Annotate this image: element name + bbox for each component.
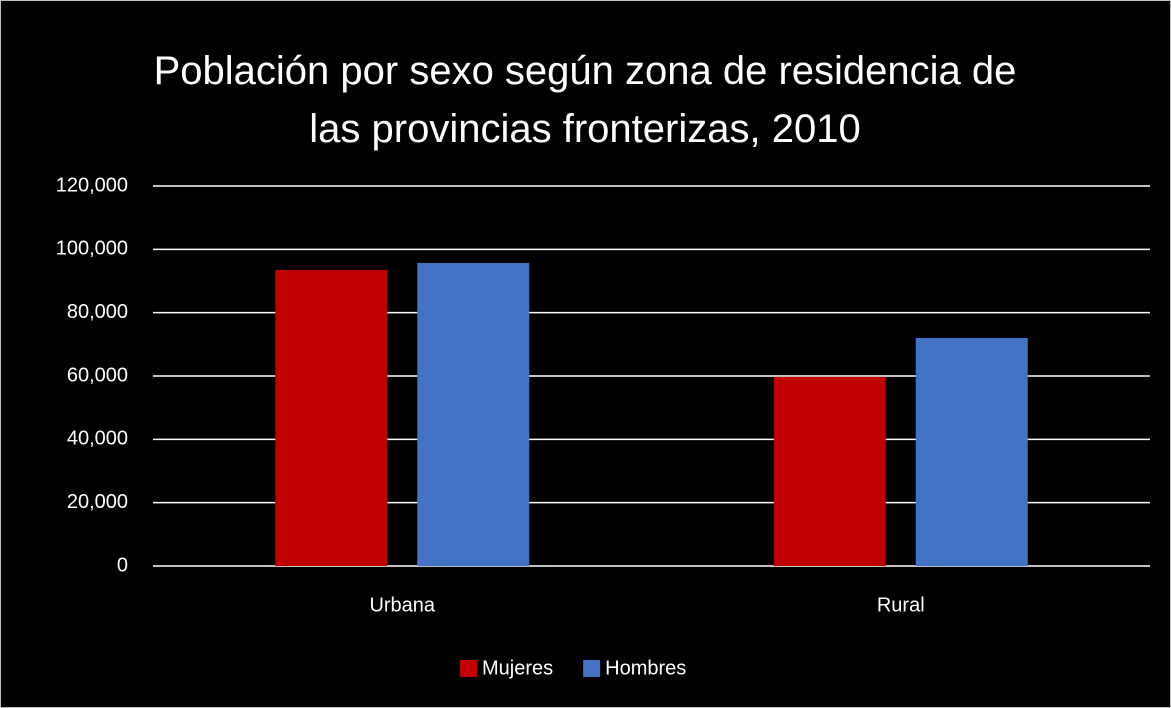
y-tick-label: 100,000 [56, 238, 128, 260]
bar [915, 338, 1028, 566]
legend-swatch [583, 660, 601, 677]
chart-title: Población por sexo según zona de residen… [153, 49, 1017, 151]
y-tick-label: 40,000 [67, 428, 128, 450]
y-tick-label: 60,000 [67, 364, 128, 386]
bar [417, 262, 530, 566]
y-tick-label: 20,000 [67, 491, 128, 513]
x-tick-label: Rural [877, 594, 925, 616]
y-tick-label: 80,000 [67, 301, 128, 323]
y-tick-label: 120,000 [56, 174, 128, 196]
bar [275, 269, 388, 566]
legend-label: Hombres [605, 657, 686, 679]
x-tick-label: Urbana [369, 594, 435, 616]
legend-label: Mujeres [482, 657, 553, 679]
y-tick-label: 0 [117, 554, 128, 576]
bar [773, 376, 886, 566]
legend-swatch [460, 660, 477, 677]
